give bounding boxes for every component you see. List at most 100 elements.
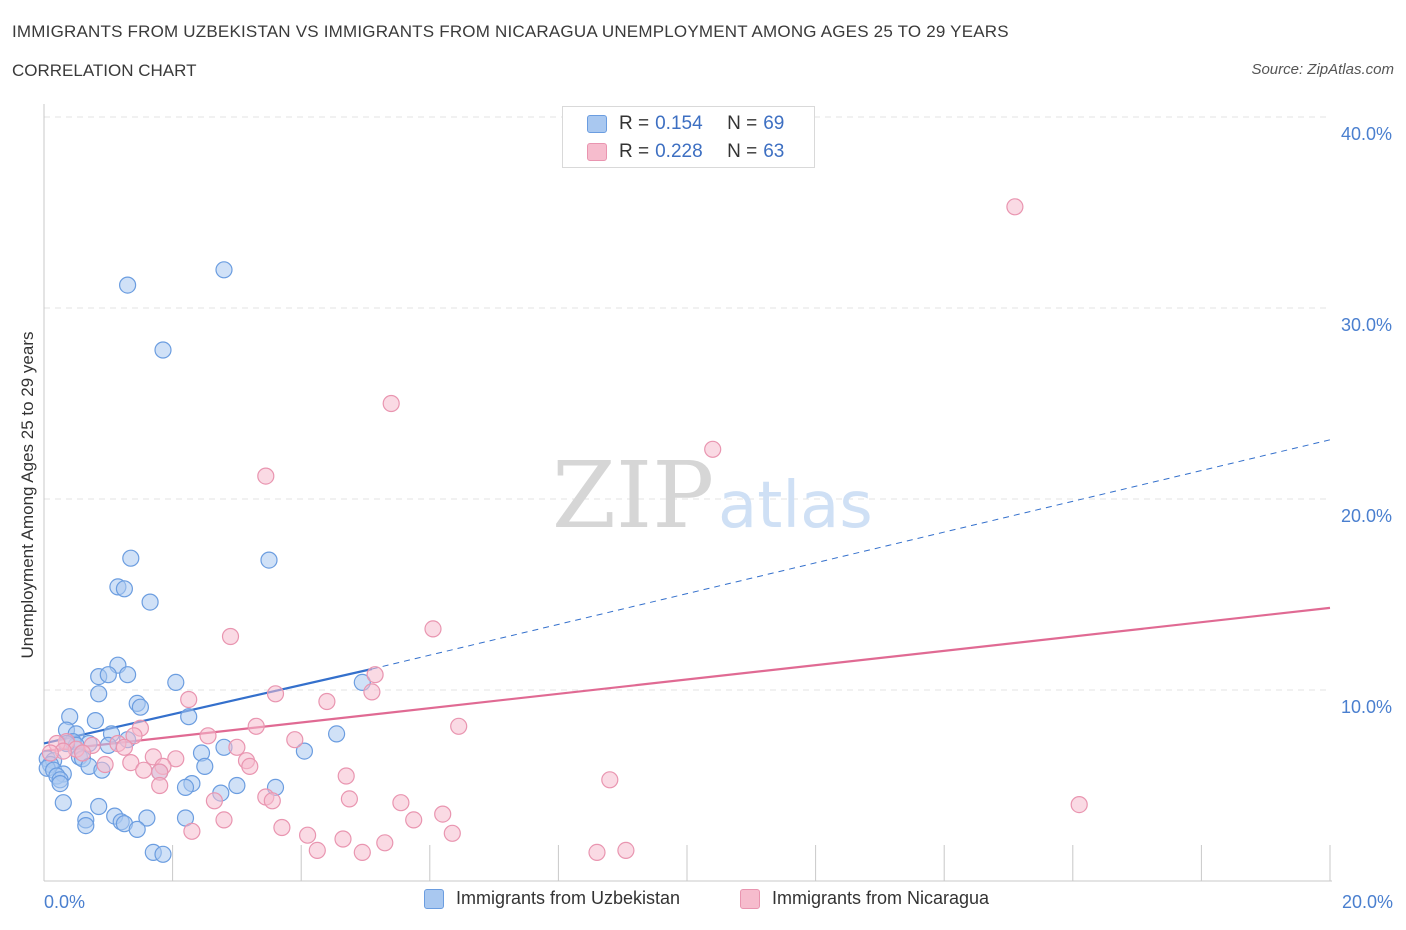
legend-row-uzbekistan: R = 0.154 N = 69 (587, 113, 784, 135)
chart-title: IMMIGRANTS FROM UZBEKISTAN VS IMMIGRANTS… (12, 22, 1009, 41)
point-nicaragua (392, 794, 410, 812)
point-nicaragua (443, 824, 461, 842)
point-nicaragua (199, 727, 217, 745)
point-nicaragua (96, 755, 114, 774)
point-nicaragua (1006, 198, 1024, 216)
y-tick-label: 40.0% (1341, 124, 1392, 144)
labels-layer: 10.0% 20.0% 30.0% 40.0% 0.0% 20.0% (44, 124, 1393, 912)
grid-layer (44, 116, 1330, 691)
point-uzbekistan (51, 774, 69, 793)
point-nicaragua (228, 738, 246, 756)
point-nicaragua (704, 440, 722, 458)
bottom-legend-label: Immigrants from Uzbekistan (456, 888, 681, 908)
legend-swatch-pink (587, 143, 607, 161)
point-nicaragua (41, 744, 60, 762)
point-nicaragua (382, 394, 400, 413)
point-nicaragua (340, 790, 358, 808)
point-nicaragua (334, 830, 352, 848)
bottom-legend-label: Immigrants from Nicaragua (772, 888, 990, 908)
point-nicaragua (286, 731, 304, 749)
watermark: ZIP atlas (552, 442, 873, 549)
point-nicaragua (122, 753, 140, 772)
point-nicaragua (241, 757, 259, 776)
y-tick-label: 30.0% (1341, 315, 1392, 335)
point-nicaragua (115, 738, 134, 756)
legend-row-nicaragua: R = 0.228 N = 63 (587, 141, 784, 163)
point-nicaragua (215, 811, 233, 829)
legend-n-label: N = (727, 141, 758, 162)
y-tick-label: 10.0% (1341, 697, 1392, 717)
point-uzbekistan (328, 725, 346, 743)
bottom-legend-uzbekistan: Immigrants from Uzbekistan (424, 888, 680, 909)
chart-subtitle: CORRELATION CHART (12, 61, 197, 80)
point-nicaragua (1070, 795, 1088, 814)
x-tick-label: 0.0% (44, 892, 85, 912)
legend-n-value: 63 (763, 141, 785, 162)
point-uzbekistan (77, 816, 95, 835)
point-nicaragua (221, 627, 240, 646)
point-nicaragua (257, 467, 275, 485)
point-nicaragua (617, 841, 635, 860)
point-uzbekistan (167, 673, 185, 692)
point-nicaragua (308, 841, 326, 860)
watermark-atlas: atlas (718, 469, 873, 543)
point-nicaragua (366, 666, 384, 684)
point-uzbekistan (154, 845, 172, 863)
bottom-legend-swatch-pink (740, 888, 760, 909)
point-uzbekistan (118, 276, 137, 294)
point-nicaragua (180, 690, 198, 709)
point-nicaragua (73, 744, 92, 762)
point-nicaragua (376, 834, 394, 852)
point-uzbekistan (176, 778, 195, 797)
point-nicaragua (266, 685, 285, 703)
point-uzbekistan (154, 341, 172, 359)
bottom-legend-nicaragua: Immigrants from Nicaragua (740, 888, 989, 909)
point-nicaragua (434, 805, 452, 823)
point-nicaragua (424, 620, 442, 638)
point-uzbekistan (180, 708, 198, 726)
point-uzbekistan (138, 809, 156, 827)
point-uzbekistan (118, 666, 137, 684)
point-uzbekistan (90, 685, 108, 703)
legend-r-value: 0.228 (655, 141, 703, 162)
point-uzbekistan (99, 666, 117, 684)
point-nicaragua (601, 771, 619, 789)
source-credit: Source: ZipAtlas.com (1251, 61, 1394, 78)
legend-r-label: R = (619, 141, 650, 162)
point-nicaragua (125, 727, 143, 745)
point-nicaragua (167, 750, 185, 768)
point-uzbekistan (54, 794, 72, 812)
point-nicaragua (318, 692, 336, 711)
legend-swatch-blue (587, 115, 607, 133)
point-nicaragua (353, 843, 371, 862)
legend-r-label: R = (619, 113, 650, 134)
point-nicaragua (151, 776, 169, 795)
point-nicaragua (363, 683, 381, 701)
point-uzbekistan (90, 797, 108, 816)
y-tick-label: 20.0% (1341, 506, 1392, 526)
points-layer (38, 198, 1088, 863)
trend-line-nicaragua (43, 606, 1331, 753)
point-uzbekistan (131, 698, 149, 716)
x-tick-label: 20.0% (1342, 892, 1393, 912)
point-uzbekistan (295, 742, 313, 760)
point-uzbekistan (141, 593, 159, 611)
point-nicaragua (588, 843, 606, 862)
point-nicaragua (337, 767, 355, 785)
point-uzbekistan (128, 820, 146, 839)
point-nicaragua (205, 792, 223, 810)
watermark-zip: ZIP (552, 442, 714, 549)
y-axis-title: Unemployment Among Ages 25 to 29 years (18, 332, 37, 659)
trend-line-uzbekistan (43, 667, 373, 745)
point-uzbekistan (122, 549, 140, 567)
point-uzbekistan (196, 757, 214, 776)
point-nicaragua (450, 717, 468, 735)
point-uzbekistan (228, 776, 246, 795)
legend-n-value: 69 (763, 113, 785, 134)
point-nicaragua (183, 822, 201, 840)
correlation-legend: R = 0.154 N = 69 R = 0.228 N = 63 (562, 106, 815, 168)
point-nicaragua (135, 761, 153, 779)
legend-n-label: N = (727, 113, 758, 134)
point-uzbekistan (215, 261, 233, 279)
